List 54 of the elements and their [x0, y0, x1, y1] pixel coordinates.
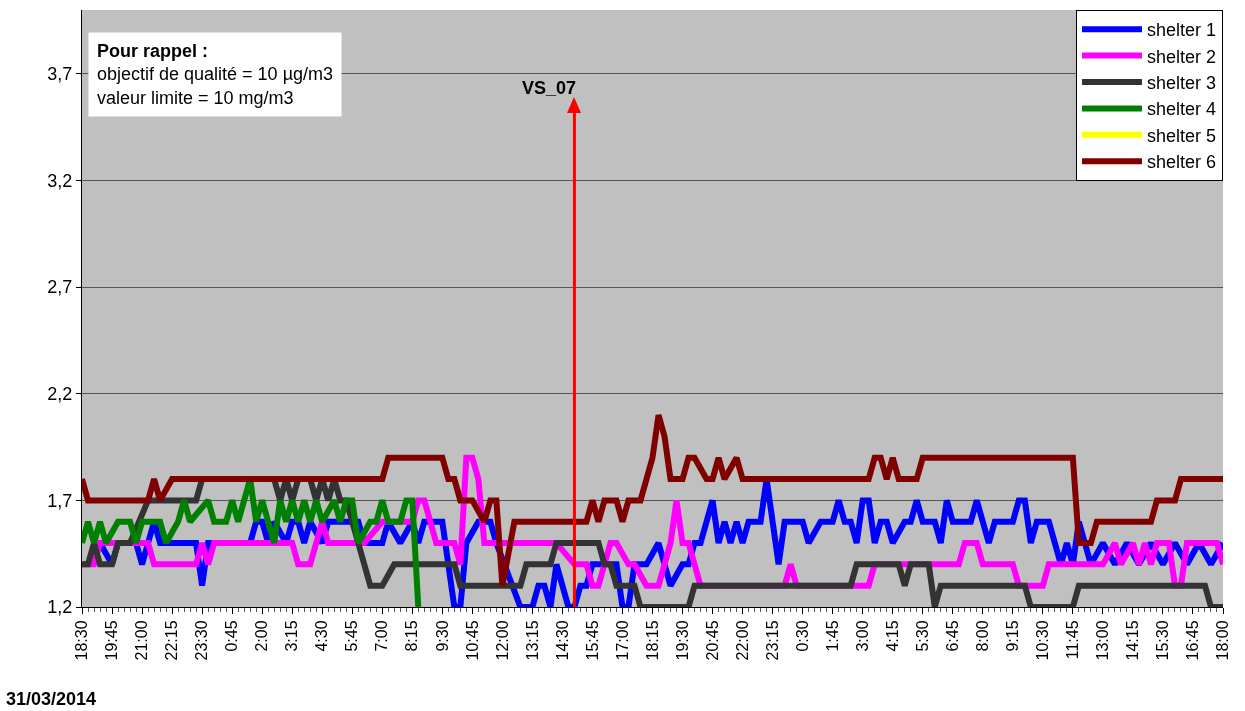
x-tick-label: 18:30 [73, 620, 91, 661]
x-tick-label: 10:30 [1034, 620, 1052, 661]
x-tick-label: 17:00 [613, 620, 631, 661]
x-tick-label: 23:30 [193, 620, 211, 661]
x-tick-label: 11:45 [1064, 620, 1082, 660]
x-tick-label: 14:15 [1124, 620, 1142, 661]
x-tick-label: 21:00 [133, 620, 151, 661]
y-tick-label: 3,7 [47, 64, 73, 85]
y-tick-label: 2,7 [47, 277, 73, 298]
legend-label: shelter 2 [1147, 46, 1217, 67]
x-tick-label: 9:30 [433, 620, 451, 652]
legend-label: shelter 6 [1147, 152, 1217, 173]
x-tick-label: 10:45 [463, 620, 481, 661]
legend-label: shelter 3 [1147, 73, 1217, 94]
x-tick-label: 19:45 [103, 620, 121, 661]
x-tick-label: 0:30 [793, 620, 811, 652]
y-tick-label: 1,7 [47, 490, 73, 511]
y-tick-label: 3,2 [47, 170, 73, 191]
x-tick-label: 5:30 [913, 620, 931, 652]
x-tick-label: 5:45 [343, 620, 361, 652]
x-tick-label: 8:00 [973, 620, 991, 652]
x-tick-label: 15:30 [1154, 620, 1172, 661]
x-tick-label: 0:45 [223, 620, 241, 652]
x-tick-label: 13:15 [523, 620, 541, 661]
x-tick-label: 15:45 [583, 620, 601, 661]
text: 31/03/2014 [6, 689, 97, 709]
x-tick-label: 20:45 [703, 620, 721, 661]
x-tick-label: 4:15 [883, 620, 901, 652]
x-tick-label: 3:15 [283, 620, 301, 652]
annotation: Pour rappel : objectif de qualité = 10 µg/m3 valeur limite = 10 mg/m3 [97, 41, 334, 108]
y-tick-label: 1,2 [47, 597, 73, 618]
x-tick-label: 8:15 [403, 620, 421, 652]
x-tick-label: 22:00 [733, 620, 751, 661]
legend-label: shelter 4 [1147, 99, 1217, 120]
x-tick-label: 18:00 [1214, 620, 1232, 661]
x-tick-label: 14:30 [553, 620, 571, 661]
x-tick-label: 22:15 [163, 620, 181, 661]
x-tick-label: 4:30 [313, 620, 331, 652]
x-tick-label: 1:45 [823, 620, 841, 652]
legend-label: shelter 5 [1147, 125, 1217, 146]
x-tick-label: 6:45 [943, 620, 961, 652]
y-tick-label: 2,2 [47, 384, 73, 405]
x-tick-label: 2:00 [253, 620, 271, 652]
x-tick-label: 9:15 [1004, 620, 1022, 652]
x-tick-label: 12:00 [493, 620, 511, 661]
x-tick-label: 23:15 [763, 620, 781, 661]
legend-label: shelter 1 [1147, 20, 1217, 41]
x-tick-label: 7:00 [373, 620, 391, 652]
x-tick-label: 18:15 [643, 620, 661, 661]
x-tick-label: 13:00 [1094, 620, 1112, 661]
ref-line-label: VS_07 [522, 78, 577, 98]
x-tick-label: 19:30 [673, 620, 691, 661]
x-tick-label: 16:45 [1184, 620, 1202, 661]
x-tick-label: 3:00 [853, 620, 871, 652]
